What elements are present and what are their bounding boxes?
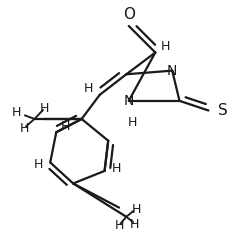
Text: N: N xyxy=(167,64,177,78)
Text: H: H xyxy=(130,218,139,231)
Text: N: N xyxy=(123,94,134,108)
Text: S: S xyxy=(218,103,228,118)
Text: O: O xyxy=(123,7,135,22)
Text: H: H xyxy=(112,162,121,175)
Text: H: H xyxy=(34,158,43,171)
Text: H: H xyxy=(61,120,70,134)
Text: H: H xyxy=(12,106,21,120)
Text: H: H xyxy=(160,40,170,53)
Text: H: H xyxy=(83,82,93,94)
Text: H: H xyxy=(131,202,141,215)
Text: H: H xyxy=(114,219,124,232)
Text: H: H xyxy=(20,122,30,135)
Text: H: H xyxy=(40,102,49,114)
Text: H: H xyxy=(128,116,137,129)
